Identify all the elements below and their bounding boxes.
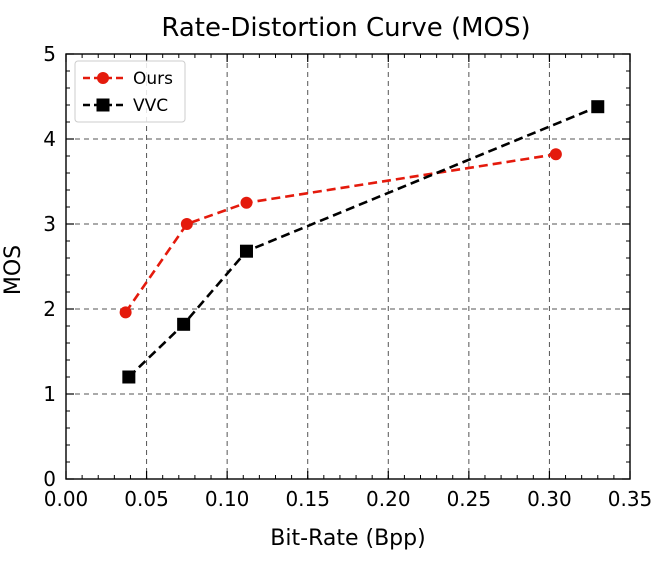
x-tick-label: 0.30 bbox=[527, 487, 572, 511]
legend: Ours VVC bbox=[74, 60, 186, 123]
axes: 0.00 0.05 0.10 0.15 0.20 0.25 0.30 0.35 0 1 2 3 4 5 bbox=[43, 42, 652, 511]
legend-label-vvc: VVC bbox=[133, 96, 168, 116]
data-point-ours bbox=[180, 218, 193, 230]
y-tick-label: 0 bbox=[43, 467, 56, 491]
legend-marker-vvc bbox=[96, 98, 110, 112]
grid-lines bbox=[66, 54, 630, 479]
y-tick-label: 2 bbox=[43, 297, 56, 321]
plot-frame bbox=[65, 53, 631, 480]
x-tick-label: 0.25 bbox=[447, 487, 492, 511]
x-axis-label: Bit-Rate (Bpp) bbox=[270, 526, 425, 551]
y-tick-label: 1 bbox=[43, 382, 56, 406]
series-vvc bbox=[122, 100, 605, 384]
data-point-ours bbox=[549, 148, 562, 161]
legend-entry-ours: Ours bbox=[83, 69, 173, 89]
x-tick-label: 0.35 bbox=[608, 487, 653, 511]
x-tick-label: 0.15 bbox=[285, 487, 330, 511]
y-tick-label: 4 bbox=[43, 127, 56, 151]
x-tick-label: 0.00 bbox=[44, 487, 89, 511]
y-tick-label: 3 bbox=[43, 212, 56, 236]
series-line-ours bbox=[124, 153, 557, 314]
data-point-vvc bbox=[591, 100, 605, 114]
series-line-vvc bbox=[127, 105, 599, 378]
x-tick-label: 0.10 bbox=[205, 487, 250, 511]
data-point-ours bbox=[240, 196, 253, 209]
data-point-ours bbox=[119, 306, 132, 319]
y-tick-label: 5 bbox=[43, 42, 56, 66]
legend-entry-vvc: VVC bbox=[83, 96, 168, 116]
data-series bbox=[119, 100, 605, 384]
legend-label-ours: Ours bbox=[133, 69, 173, 89]
data-point-vvc bbox=[122, 370, 136, 384]
y-axis-label: MOS bbox=[1, 245, 26, 295]
data-point-vvc bbox=[177, 317, 191, 331]
data-point-vvc bbox=[239, 244, 253, 258]
chart-title: Rate-Distortion Curve (MOS) bbox=[161, 13, 530, 43]
series-ours bbox=[119, 148, 562, 319]
legend-marker-ours bbox=[97, 72, 109, 84]
x-tick-label: 0.20 bbox=[366, 487, 411, 511]
x-tick-label: 0.05 bbox=[124, 487, 169, 511]
